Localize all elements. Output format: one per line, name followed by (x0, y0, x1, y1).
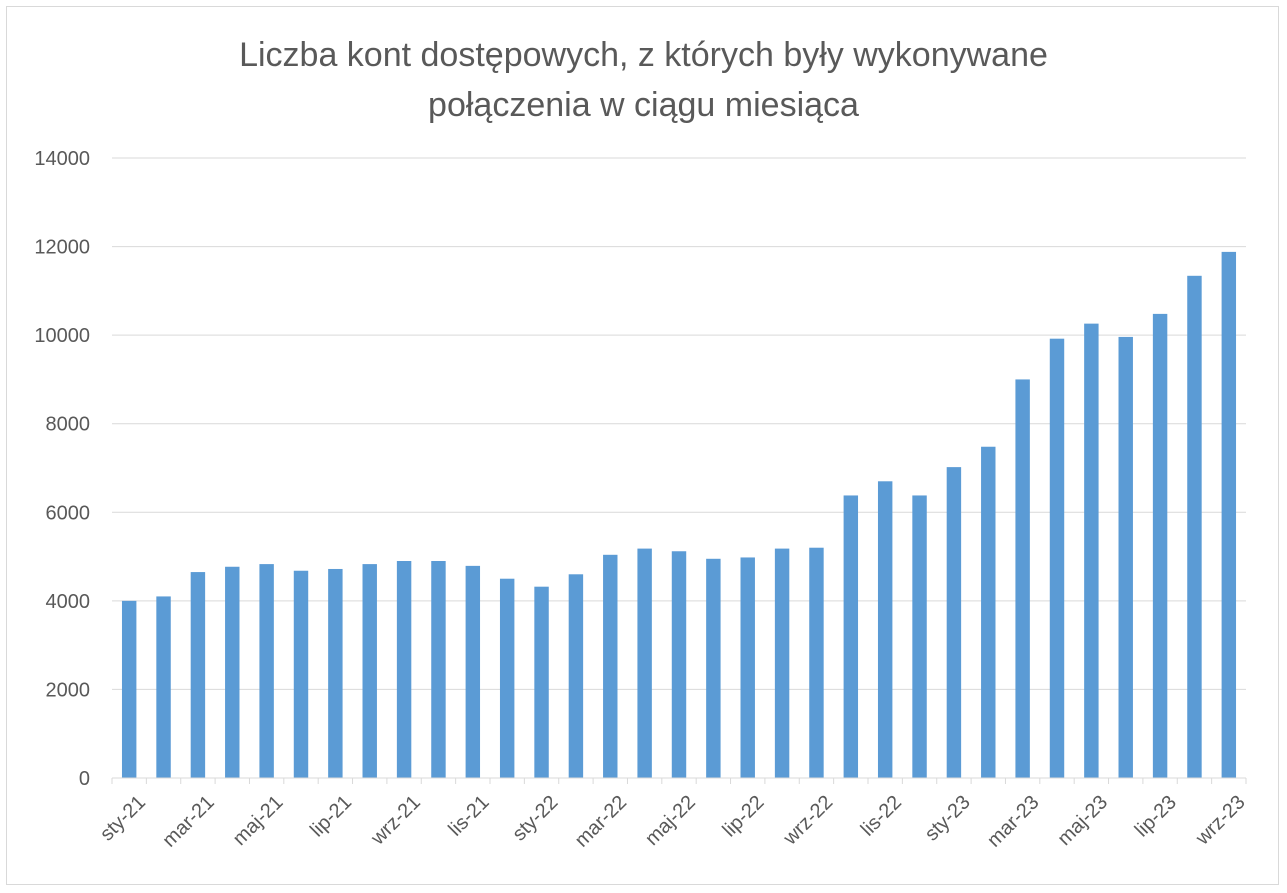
x-tick-label: sty-21 (96, 791, 150, 845)
y-tick-label: 8000 (46, 414, 91, 436)
y-tick-label: 0 (79, 768, 90, 790)
bar-cze-23 (1118, 336, 1133, 778)
bars (121, 251, 1237, 778)
bar-cze-22 (706, 558, 721, 778)
bar-mar-22 (603, 554, 618, 778)
y-tick-label: 6000 (46, 502, 91, 524)
bar-kwi-21 (225, 566, 240, 778)
bar-sty-22 (534, 586, 549, 778)
x-tick-label: wrz-22 (779, 791, 838, 850)
bar-mar-23 (1015, 379, 1030, 778)
y-axis-tick-labels: 0 2000 4000 6000 8000 10000 12000 14000 (34, 148, 90, 790)
x-tick-label: maj-22 (641, 791, 700, 850)
bar-sie-21 (362, 564, 377, 778)
bar-kwi-22 (637, 548, 652, 778)
bar-gru-22 (912, 495, 927, 778)
bar-lip-21 (328, 568, 343, 778)
x-tick-label: lip-22 (718, 791, 768, 841)
bar-sie-23 (1187, 275, 1202, 778)
x-tick-label: mar-22 (571, 791, 631, 851)
bar-lut-23 (981, 446, 996, 778)
x-tick-label: maj-21 (229, 791, 288, 850)
chart-title-line-2: połączenia w ciągu miesiąca (428, 86, 859, 124)
y-tick-label: 12000 (34, 237, 90, 259)
x-tick-label: lip-21 (306, 791, 356, 841)
x-tick-label: sty-22 (508, 791, 562, 845)
x-tick-label: lis-21 (444, 791, 493, 840)
bar-wrz-23 (1221, 251, 1237, 778)
y-tick-label: 10000 (34, 325, 90, 347)
x-tick-label: lip-23 (1131, 791, 1181, 841)
x-axis (111, 777, 1247, 784)
bar-wrz-21 (396, 561, 412, 778)
y-tick-label: 4000 (46, 591, 91, 613)
x-axis-tick-labels: sty-21 mar-21 maj-21 lip-21 wrz-21 lis-21 sty-… (96, 791, 1250, 851)
bar-sty-21 (121, 600, 137, 778)
bar-paź-22 (843, 495, 859, 778)
x-tick-label: wrz-23 (1191, 791, 1250, 850)
chart-title: Liczba kont dostępowych, z których były … (0, 30, 1287, 130)
bar-lip-23 (1152, 313, 1168, 778)
bar-wrz-22 (809, 547, 824, 778)
bar-cze-21 (293, 570, 309, 778)
y-tick-label: 2000 (46, 679, 91, 701)
x-tick-label: mar-23 (983, 791, 1043, 851)
bar-maj-23 (1084, 323, 1099, 778)
x-tick-label: sty-23 (921, 791, 975, 845)
bar-maj-21 (259, 564, 274, 778)
x-tick-label: lis-22 (857, 791, 906, 840)
x-tick-label: maj-23 (1053, 791, 1112, 850)
bar-maj-22 (671, 551, 687, 778)
bar-sty-23 (946, 467, 962, 778)
bar-lis-22 (877, 481, 893, 778)
bar-lut-22 (568, 574, 584, 778)
chart-title-line-1: Liczba kont dostępowych, z których były … (239, 36, 1048, 74)
bar-lis-21 (465, 565, 481, 778)
bar-lip-22 (740, 557, 755, 778)
bar-kwi-23 (1049, 338, 1065, 778)
bar-gru-21 (499, 578, 515, 778)
bar-paź-21 (431, 561, 446, 778)
bar-sie-22 (774, 548, 790, 778)
bar-mar-21 (190, 572, 206, 778)
y-tick-label: 14000 (34, 148, 90, 170)
bar-lut-21 (156, 596, 171, 778)
x-tick-label: mar-21 (158, 791, 218, 851)
x-tick-label: wrz-21 (366, 791, 425, 850)
